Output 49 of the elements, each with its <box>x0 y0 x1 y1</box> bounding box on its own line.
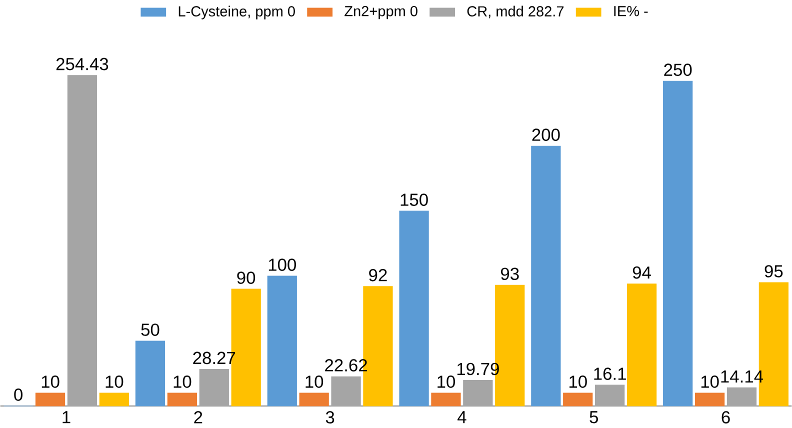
bar <box>299 392 329 406</box>
bar <box>199 368 229 406</box>
bar <box>563 392 593 406</box>
data-label: 16.1 <box>594 367 626 380</box>
data-label: 10 <box>701 375 719 388</box>
bar <box>135 340 166 406</box>
bar <box>167 392 197 406</box>
data-label: 10 <box>106 375 124 388</box>
bar <box>626 283 657 406</box>
bar <box>463 380 493 406</box>
data-label: 10 <box>42 375 60 388</box>
legend-label: L-Cysteine, ppm 0 <box>178 6 295 20</box>
data-label: 90 <box>237 271 256 284</box>
bar <box>595 384 625 406</box>
bar <box>267 276 297 406</box>
data-label: 250 <box>664 64 692 76</box>
bar <box>399 210 429 406</box>
data-label: 50 <box>141 323 160 336</box>
x-tick-label: 4 <box>458 410 466 423</box>
data-label: 254.43 <box>56 58 108 70</box>
bar <box>67 74 98 406</box>
x-tick-label: 2 <box>194 410 202 424</box>
data-label: 95 <box>764 264 783 278</box>
data-label: 10 <box>174 375 192 388</box>
data-label: 0 <box>14 388 22 401</box>
data-label: 10 <box>306 375 324 388</box>
data-label: 10 <box>570 375 587 388</box>
x-tick-label: 1 <box>62 410 70 423</box>
data-label: 92 <box>369 268 387 282</box>
data-label: 94 <box>632 266 651 279</box>
bar <box>694 392 725 406</box>
legend-label: CR, mdd 282.7 <box>467 6 564 18</box>
x-tick-label: 6 <box>722 410 730 424</box>
bar <box>431 392 461 406</box>
bar <box>726 387 757 406</box>
bar <box>99 392 129 406</box>
x-tick-label: 5 <box>590 410 598 424</box>
legend-label: IE% - <box>614 6 648 16</box>
data-label: 200 <box>532 128 560 141</box>
bar <box>663 80 693 406</box>
data-label: 10 <box>438 375 455 388</box>
data-label: 150 <box>400 193 428 206</box>
x-tick-label: 3 <box>326 410 334 424</box>
bar <box>531 146 561 406</box>
data-label: 100 <box>268 258 296 271</box>
bar <box>35 392 66 406</box>
legend-label: Zn2+ppm 0 <box>344 6 418 19</box>
data-label: 93 <box>501 268 519 280</box>
bar <box>331 376 361 406</box>
